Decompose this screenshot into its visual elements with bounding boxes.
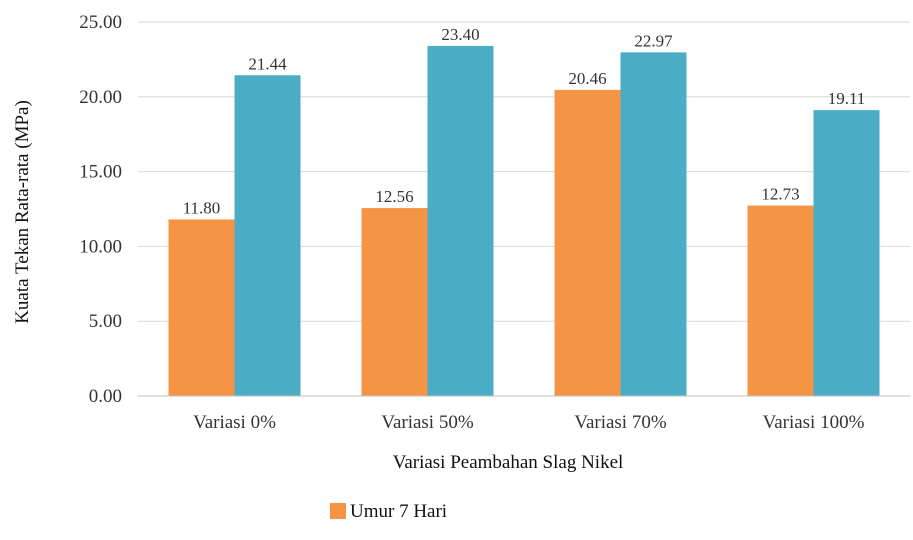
data-label: 19.11	[828, 89, 866, 108]
x-category-label: Variasi 70%	[574, 412, 667, 433]
y-tick-label: 10.00	[79, 236, 122, 257]
data-label: 11.80	[183, 198, 221, 217]
bars	[168, 45, 880, 397]
data-label: 12.73	[761, 185, 799, 204]
legend-swatch	[330, 503, 346, 519]
bar-series-2-2	[620, 52, 687, 396]
x-category-label: Variasi 0%	[193, 412, 276, 433]
data-labels: 11.80 21.44 12.56 23.40 20.46 22.97 12.73 19.11	[183, 25, 866, 218]
data-label: 20.46	[568, 69, 606, 88]
bar-series-1-0	[168, 219, 235, 396]
y-tick-label: 15.00	[79, 162, 122, 183]
y-tick-label: 5.00	[89, 311, 122, 332]
data-label: 21.44	[248, 54, 287, 73]
x-axis-categories: Variasi 0% Variasi 50% Variasi 70% Variasi …	[193, 412, 865, 433]
y-axis-ticks: 0.00 5.00 10.00 15.00 20.00 25.00	[79, 12, 122, 407]
bar-series-1-2	[554, 89, 621, 397]
y-tick-label: 0.00	[89, 386, 122, 407]
x-category-label: Variasi 50%	[381, 412, 474, 433]
y-tick-label: 25.00	[79, 12, 122, 33]
bar-series-1-3	[747, 205, 814, 396]
legend: Umur 7 Hari	[330, 501, 447, 522]
legend-label: Umur 7 Hari	[350, 501, 447, 522]
bar-series-2-3	[813, 110, 880, 396]
bar-series-2-1	[427, 45, 494, 396]
data-label: 12.56	[375, 187, 413, 206]
x-axis-title: Variasi Peambahan Slag Nikel	[393, 452, 624, 473]
bar-series-1-1	[361, 208, 428, 396]
bar-series-2-0	[234, 75, 301, 396]
data-label: 22.97	[634, 31, 673, 50]
x-category-label: Variasi 100%	[763, 412, 865, 433]
y-axis-title: Kuata Tekan Rata-rata (MPa)	[12, 100, 33, 324]
y-tick-label: 20.00	[79, 87, 122, 108]
data-label: 23.40	[441, 25, 479, 44]
